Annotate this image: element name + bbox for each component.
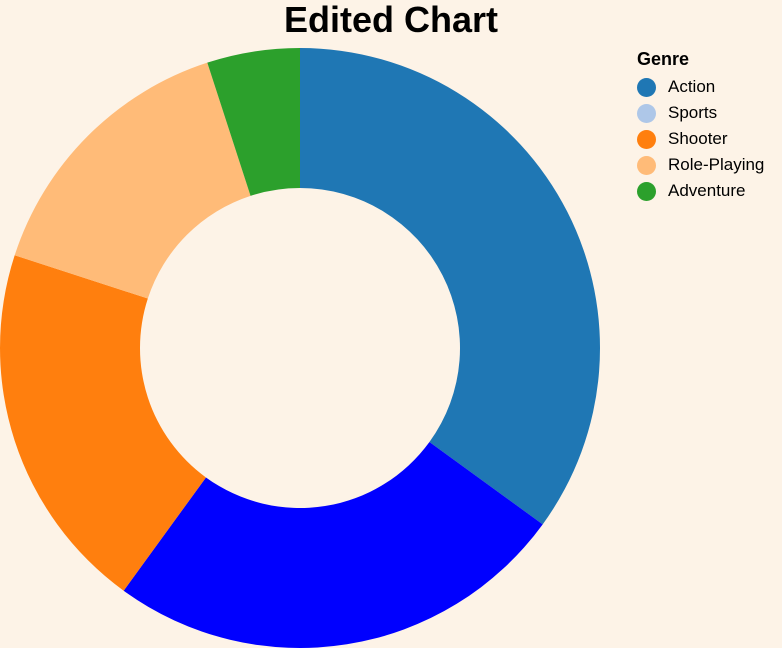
- legend-label: Action: [668, 77, 716, 96]
- slice-action: [300, 48, 600, 525]
- chart-title: Edited Chart: [283, 0, 498, 40]
- legend-item-action: Action: [637, 74, 782, 100]
- legend-label: Shooter: [668, 129, 728, 148]
- slice-adventure: [207, 48, 300, 196]
- slice-shooter: [0, 255, 206, 591]
- legend: Genre Action Sports Shooter Role-Playing Adv…: [637, 48, 782, 204]
- legend-swatch: [637, 181, 656, 201]
- legend-swatch: [637, 129, 656, 149]
- legend-items: Action Sports Shooter Role-Playing Adventure: [637, 74, 782, 204]
- donut-slices: [0, 48, 600, 648]
- legend-item-adventure: Adventure: [637, 178, 782, 204]
- legend-label: Role-Playing: [668, 155, 765, 174]
- legend-title: Genre: [637, 49, 690, 69]
- legend-swatch: [637, 155, 656, 175]
- legend-item-role-playing: Role-Playing: [637, 152, 782, 178]
- slice-role-playing: [14, 62, 251, 299]
- legend-label: Sports: [668, 103, 718, 122]
- legend-label: Adventure: [668, 181, 746, 200]
- legend-swatch: [637, 77, 656, 97]
- slice-sports: [123, 442, 543, 648]
- legend-item-sports: Sports: [637, 100, 782, 126]
- legend-swatch: [637, 103, 656, 123]
- legend-item-shooter: Shooter: [637, 126, 782, 152]
